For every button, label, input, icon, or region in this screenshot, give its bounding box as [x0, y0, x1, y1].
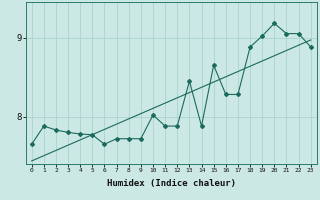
X-axis label: Humidex (Indice chaleur): Humidex (Indice chaleur)	[107, 179, 236, 188]
